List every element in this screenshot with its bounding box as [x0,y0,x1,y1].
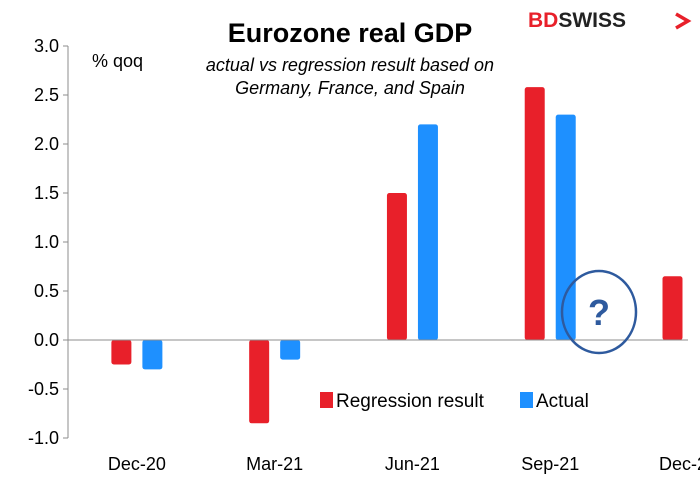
chart-subtitle-line-2: Germany, France, and Spain [235,78,465,98]
y-tick-label: 3.0 [34,36,59,56]
question-circle [560,269,638,355]
y-tick-label: 0.0 [34,330,59,350]
legend: Regression result Actual [320,391,589,412]
y-tick-label: 0.5 [34,281,59,301]
svg-text:BDSWISS: BDSWISS [528,9,626,32]
bar-regression-dec-20 [111,340,132,365]
x-tick-label-dec-21: Dec-21 [659,454,700,474]
logo-text-bd: BD [528,9,558,32]
y-tick-label: -0.5 [28,379,59,399]
y-tick-label: -1.0 [28,428,59,448]
y-axis-label: % qoq [92,51,143,71]
y-tick-label: 2.0 [34,134,59,154]
question-annotation: ? [560,269,638,355]
bar-regression-jun-21 [386,193,407,340]
x-tick-label-dec-20: Dec-20 [108,454,166,474]
bd-swiss-logo: BDSWISS [528,9,692,32]
y-tick-label: 1.5 [34,183,59,203]
legend-label-actual: Actual [536,391,589,412]
y-ticks-group: -1.0 -0.5 0.0 0.5 1.0 1.5 2.0 2.5 3.0 [28,36,68,448]
bar-actual-jun-21 [417,124,438,341]
bar-regression-dec-21 [662,276,683,340]
bars-group [111,87,683,424]
bar-actual-mar-21 [280,340,301,360]
x-tick-label-sep-21: Sep-21 [521,454,579,474]
logo-arrow-icon [675,12,692,30]
bar-regression-mar-21 [249,340,270,424]
chart-title: Eurozone real GDP [228,18,473,48]
question-mark: ? [588,292,610,333]
legend-swatch-actual [520,392,533,408]
x-labels-group: Dec-20 Mar-21 Jun-21 Sep-21 Dec-21 [108,454,700,474]
bar-actual-sep-21 [555,114,576,340]
x-tick-label-jun-21: Jun-21 [385,454,440,474]
y-tick-label: 1.0 [34,232,59,252]
bar-regression-sep-21 [524,87,545,340]
x-tick-label-mar-21: Mar-21 [246,454,303,474]
y-tick-label: 2.5 [34,85,59,105]
legend-swatch-regression [320,392,333,408]
bar-actual-dec-20 [142,340,163,370]
chart-subtitle-line-1: actual vs regression result based on [206,55,494,75]
logo-text-swiss: SWISS [558,9,626,32]
legend-label-regression: Regression result [336,391,485,412]
